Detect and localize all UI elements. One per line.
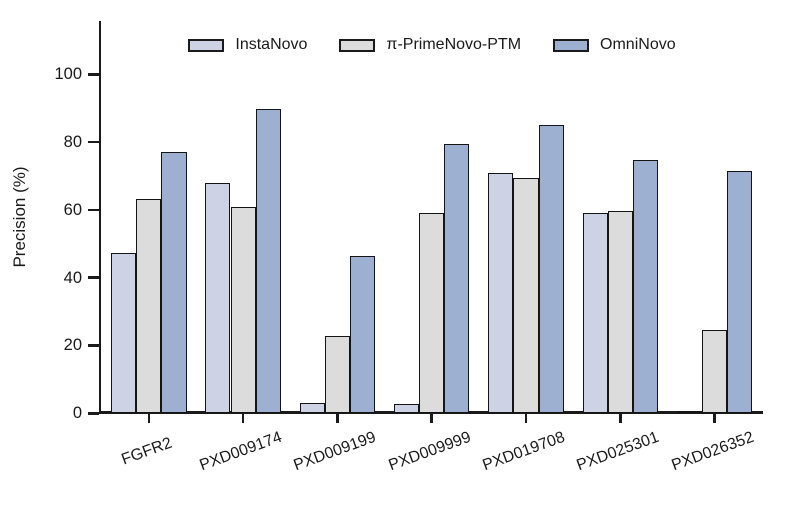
bar-omninovo-pxd019708 — [538, 125, 564, 414]
bar-primenovo-ptm-pxd009199 — [324, 336, 350, 414]
x-tick-pxd009174 — [241, 414, 245, 423]
x-tick-fgfr2 — [147, 414, 151, 423]
y-tick-label-80: 80 — [63, 133, 82, 151]
legend-item-primenovo-ptm: π-PrimeNovo-PTM — [339, 36, 521, 54]
legend-swatch-omninovo-icon — [553, 38, 590, 52]
bar-instanovo-pxd026352 — [676, 410, 702, 414]
bar-instanovo-pxd009174 — [205, 182, 231, 414]
x-tick-pxd019708 — [524, 414, 528, 423]
legend-item-instanovo: InstaNovo — [188, 36, 307, 54]
legend-label-instanovo: InstaNovo — [235, 36, 308, 53]
bar-primenovo-ptm-pxd026352 — [702, 330, 728, 414]
y-tick-60 — [88, 208, 99, 212]
bar-omninovo-pxd009199 — [350, 256, 376, 414]
bar-omninovo-fgfr2 — [161, 151, 187, 414]
x-tick-pxd025301 — [619, 414, 622, 423]
y-axis-title: Precision (%) — [10, 166, 29, 268]
y-tick-label-0: 0 — [72, 404, 82, 423]
bar-omninovo-pxd009174 — [255, 109, 281, 414]
y-tick-label-60: 60 — [63, 200, 82, 219]
y-tick-label-100: 100 — [54, 65, 82, 84]
x-tick-label-pxd025301: PXD025301 — [574, 428, 662, 475]
bar-primenovo-ptm-pxd009999 — [419, 213, 445, 414]
y-tick-100 — [88, 73, 99, 76]
legend-swatch-instanovo-icon — [188, 38, 225, 52]
y-tick-0 — [88, 412, 99, 415]
bar-primenovo-ptm-pxd009174 — [230, 206, 256, 414]
legend-swatch-primenovo-ptm-icon — [339, 38, 376, 52]
bar-instanovo-fgfr2 — [111, 252, 137, 414]
y-axis-spine — [98, 21, 102, 414]
bar-primenovo-ptm-pxd025301 — [607, 211, 633, 414]
y-tick-80 — [88, 140, 99, 144]
bar-primenovo-ptm-pxd019708 — [513, 177, 539, 414]
bar-instanovo-pxd009199 — [299, 403, 325, 414]
x-tick-label-pxd009199: PXD009199 — [291, 428, 379, 475]
x-tick-pxd009199 — [336, 414, 339, 423]
x-tick-label-pxd019708: PXD019708 — [480, 428, 568, 475]
bar-omninovo-pxd025301 — [632, 160, 659, 414]
x-tick-label-pxd026352: PXD026352 — [668, 428, 756, 475]
x-tick-pxd026352 — [713, 414, 716, 423]
x-tick-label-fgfr2: FGFR2 — [119, 434, 175, 469]
bar-primenovo-ptm-fgfr2 — [136, 198, 162, 414]
x-tick-pxd009999 — [430, 414, 433, 423]
chart-legend: InstaNovo π-PrimeNovo-PTM OmniNovo — [101, 36, 763, 54]
legend-item-omninovo: OmniNovo — [553, 36, 676, 54]
bar-instanovo-pxd025301 — [582, 212, 608, 414]
legend-label-omninovo: OmniNovo — [600, 36, 676, 53]
x-tick-label-pxd009999: PXD009999 — [386, 428, 473, 475]
bar-omninovo-pxd026352 — [727, 170, 753, 414]
y-tick-label-40: 40 — [63, 268, 82, 287]
bar-omninovo-pxd009999 — [444, 143, 470, 414]
bar-instanovo-pxd009999 — [393, 403, 420, 414]
y-tick-40 — [88, 276, 99, 279]
y-tick-20 — [88, 344, 99, 347]
legend-label-primenovo-ptm: π-PrimeNovo-PTM — [386, 36, 522, 53]
y-tick-label-20: 20 — [63, 336, 82, 355]
x-tick-label-pxd009174: PXD009174 — [197, 428, 285, 475]
bar-instanovo-pxd019708 — [488, 173, 514, 414]
